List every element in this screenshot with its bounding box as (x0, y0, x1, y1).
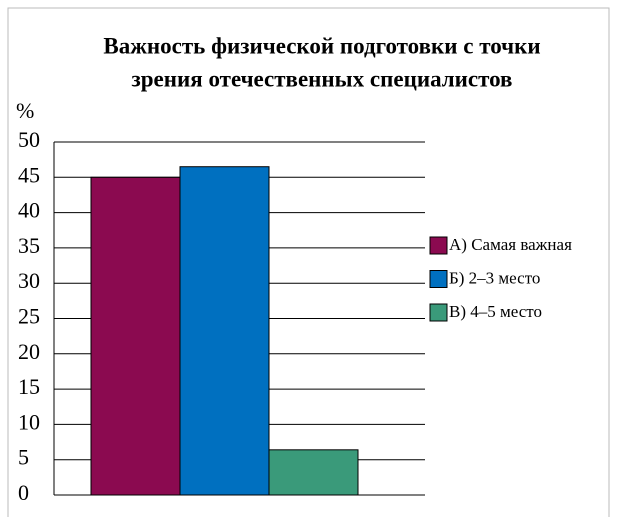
y-tick-label: 50 (18, 127, 40, 152)
bar (90, 176, 181, 496)
y-tick-label: 5 (18, 445, 29, 470)
y-tick-label: 25 (18, 304, 40, 329)
y-tick-label: 40 (18, 198, 40, 223)
legend-label: А) Самая важная (449, 235, 572, 254)
legend-label: В) 4–5 место (449, 302, 542, 321)
bar (179, 166, 270, 496)
legend-swatch (429, 303, 448, 322)
y-tick-label: 0 (18, 480, 29, 505)
y-axis-label: % (16, 98, 34, 123)
y-tick-label: 20 (18, 339, 40, 364)
y-tick-label: 35 (18, 233, 40, 258)
y-tick-label: 15 (18, 374, 40, 399)
chart-title: зрения отечественных специалистов (132, 66, 513, 91)
y-tick-label: 10 (18, 409, 40, 434)
legend-swatch (429, 236, 448, 255)
legend-label: Б) 2–3 место (449, 268, 540, 287)
bar (268, 449, 359, 496)
y-tick-label: 45 (18, 162, 40, 187)
y-tick-label: 30 (18, 268, 40, 293)
frame (7, 7, 610, 517)
chart-title: Важность физической подготовки с точки (103, 33, 540, 58)
legend-swatch (429, 270, 448, 288)
